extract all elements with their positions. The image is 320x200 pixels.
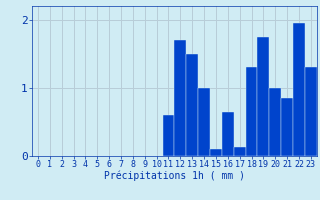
Bar (258, 37, 269, 156)
Bar (163, 115, 174, 156)
Bar (234, 147, 246, 156)
Bar (174, 40, 186, 156)
Bar (210, 149, 222, 156)
X-axis label: Précipitations 1h ( mm ): Précipitations 1h ( mm ) (104, 171, 245, 181)
Bar (186, 54, 198, 156)
Bar (293, 23, 305, 156)
Bar (198, 88, 210, 156)
Bar (269, 88, 281, 156)
Bar (222, 112, 234, 156)
Bar (246, 67, 258, 156)
Bar (305, 67, 317, 156)
Bar (281, 98, 293, 156)
